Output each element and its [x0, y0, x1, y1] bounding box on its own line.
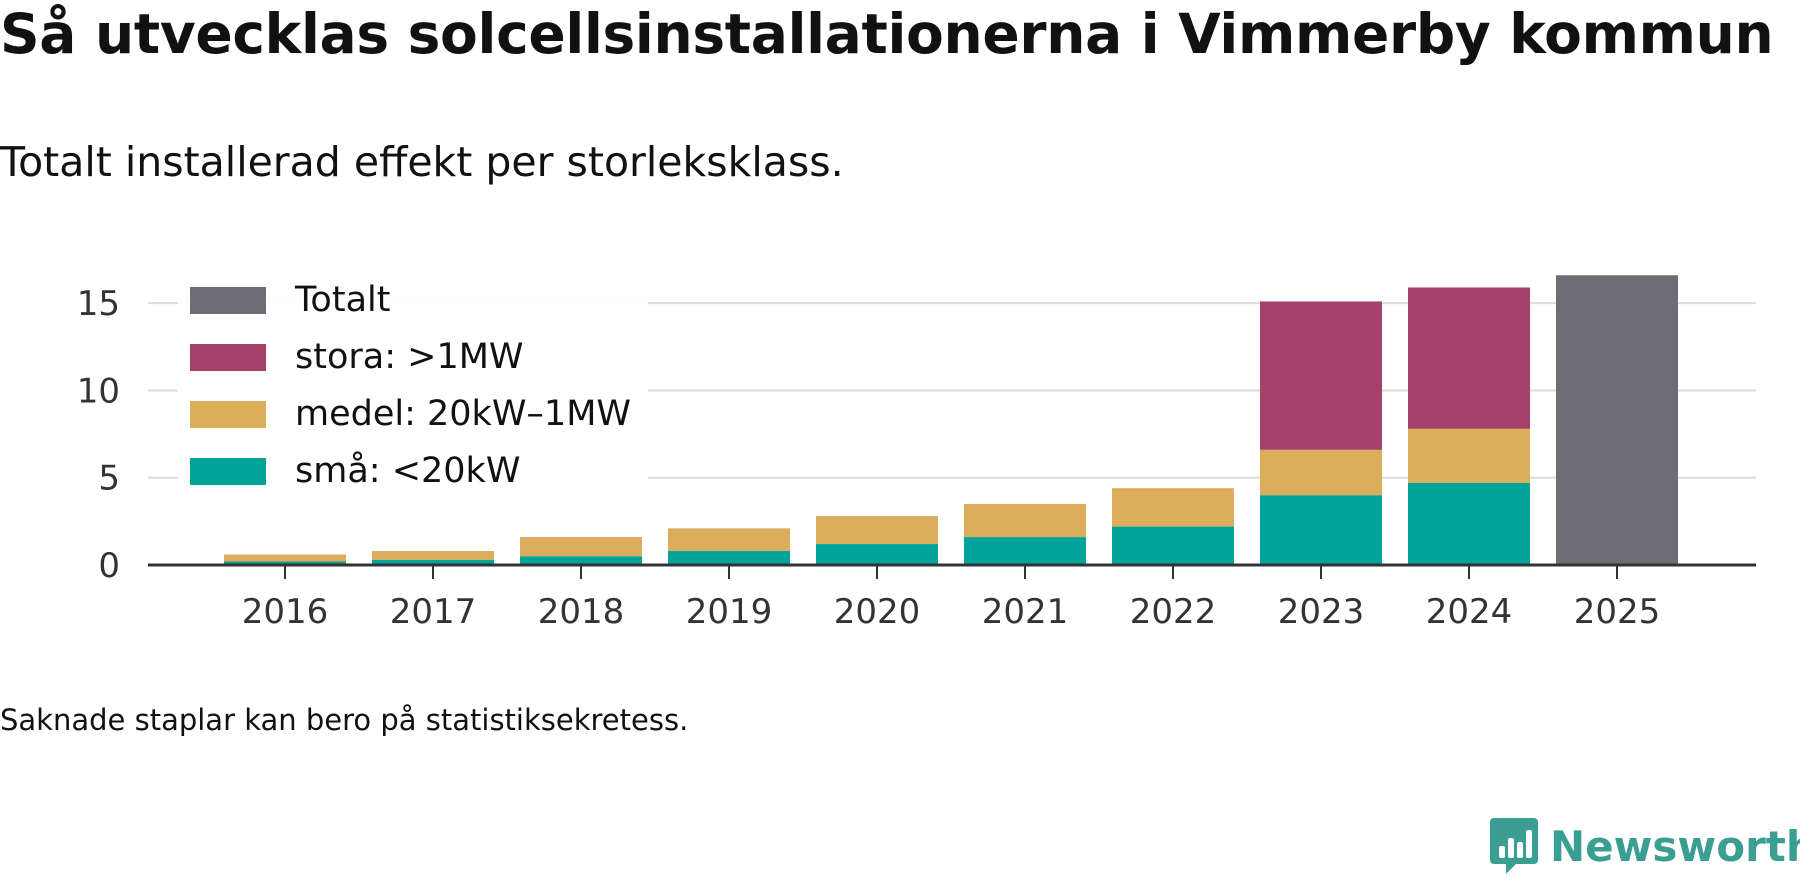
- x-tick-label: 2022: [1130, 592, 1217, 632]
- bar-sma-2018: [520, 556, 642, 565]
- x-tick-label: 2024: [1426, 592, 1513, 632]
- bar-stora-2024: [1408, 287, 1530, 429]
- y-tick-label: 10: [77, 371, 120, 411]
- bar-sma-2017: [372, 559, 494, 565]
- bar-sma-2022: [1112, 526, 1234, 565]
- bars: [224, 275, 1678, 565]
- bar-totalt-2025: [1556, 275, 1678, 565]
- bar-medel-2018: [520, 537, 642, 557]
- legend-label-medel: medel: 20kW–1MW: [295, 394, 631, 434]
- bar-stora-2023: [1260, 301, 1382, 450]
- chart-title: Så utvecklas solcellsinstallationerna i …: [0, 2, 1774, 66]
- bar-medel-2019: [668, 528, 790, 552]
- brand-logo: Newsworthy: [1488, 815, 1800, 877]
- bar-medel-2016: [224, 554, 346, 562]
- x-tick-label: 2023: [1278, 592, 1365, 632]
- legend-swatch-sma: [190, 458, 266, 485]
- chart-subtitle: Totalt installerad effekt per storlekskl…: [0, 138, 844, 186]
- bar-medel-2022: [1112, 488, 1234, 527]
- bar-medel-2021: [964, 503, 1086, 538]
- bar-sma-2020: [816, 544, 938, 565]
- bar-sma-2024: [1408, 482, 1530, 565]
- legend-label-stora: stora: >1MW: [295, 337, 524, 377]
- y-tick-label: 0: [98, 546, 120, 586]
- legend-swatch-stora: [190, 344, 266, 371]
- legend: Totalt stora: >1MW medel: 20kW–1MW små: <20…: [178, 275, 648, 491]
- legend-label-totalt: Totalt: [294, 280, 390, 320]
- x-tick-label: 2025: [1574, 592, 1661, 632]
- x-tick-label: 2016: [242, 592, 329, 632]
- bar-sma-2023: [1260, 495, 1382, 565]
- stacked-bar-chart: 2016 2017 2018 2019 2020 2021 2022 2023 2024 2025…: [77, 275, 1756, 632]
- bar-medel-2024: [1408, 428, 1530, 483]
- bar-medel-2020: [816, 516, 938, 545]
- bar-sma-2019: [668, 551, 790, 565]
- footnote: Saknade staplar kan bero på statistiksek…: [0, 703, 689, 737]
- bar-sma-2016: [224, 561, 346, 565]
- y-axis: 0 5 10 15: [77, 284, 120, 586]
- x-tick-label: 2017: [390, 592, 477, 632]
- y-tick-label: 15: [77, 284, 120, 324]
- y-tick-label: 5: [98, 459, 120, 499]
- legend-swatch-medel: [190, 401, 266, 428]
- x-axis: 2016 2017 2018 2019 2020 2021 2022 2023 2024 2025: [148, 563, 1756, 632]
- brand-name: Newsworthy: [1550, 821, 1800, 871]
- legend-swatch-totalt: [190, 287, 266, 314]
- bar-sma-2021: [964, 537, 1086, 565]
- x-tick-label: 2018: [538, 592, 625, 632]
- bar-chart-speech-bubble-icon: [1490, 818, 1538, 874]
- x-tick-label: 2020: [834, 592, 921, 632]
- legend-label-sma: små: <20kW: [295, 450, 520, 491]
- bar-medel-2017: [372, 551, 494, 560]
- x-tick-label: 2019: [686, 592, 773, 632]
- x-tick-label: 2021: [982, 592, 1069, 632]
- bar-medel-2023: [1260, 449, 1382, 496]
